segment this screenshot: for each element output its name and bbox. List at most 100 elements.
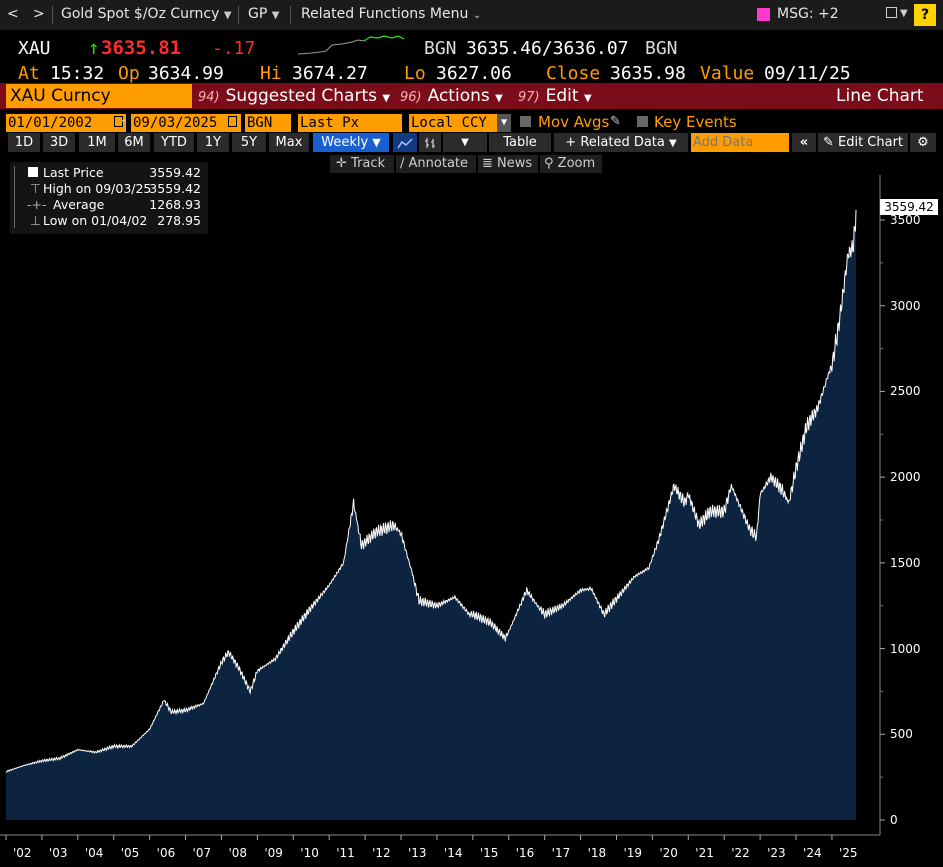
- period-1y[interactable]: 1Y: [197, 133, 229, 152]
- collapse-icon[interactable]: «: [792, 133, 816, 152]
- settings-gear-icon[interactable]: ⚙: [910, 133, 936, 152]
- y-tick-label: 1500: [890, 555, 921, 570]
- source-input[interactable]: BGN: [245, 114, 291, 132]
- x-tick-label: '17: [551, 846, 571, 860]
- close-label: Close: [546, 63, 601, 84]
- period-ytd[interactable]: YTD: [154, 133, 194, 152]
- double-chevron-down-icon: ⌄: [472, 10, 482, 21]
- period-3d[interactable]: 3D: [43, 133, 75, 152]
- average-marker-icon: -+-: [27, 197, 47, 212]
- price-chart[interactable]: [0, 175, 943, 867]
- chevron-down-icon[interactable]: ▼: [900, 8, 908, 19]
- function-dropdown[interactable]: GP ▼: [248, 6, 280, 22]
- chart-legend: Last Price 3559.42 ⊤ High on 09/03/25 35…: [10, 162, 208, 234]
- y-tick-label: 0: [890, 813, 898, 827]
- actions-menu[interactable]: 96) Actions ▼: [400, 86, 503, 106]
- help-button[interactable]: ?: [914, 4, 936, 26]
- x-tick-label: '13: [408, 846, 427, 860]
- period-1m[interactable]: 1M: [79, 133, 115, 152]
- chevron-down-icon: ▼: [382, 93, 391, 104]
- chevron-down-icon: ▼: [372, 136, 381, 149]
- line-chart-icon[interactable]: [393, 133, 417, 152]
- high-value: 3674.27: [292, 63, 368, 84]
- ask-source: BGN: [645, 38, 678, 59]
- period-max[interactable]: Max: [269, 133, 309, 152]
- plus-icon: +: [565, 135, 577, 150]
- function-bar: XAU Curncy 94) Suggested Charts ▼ 96) Acti…: [0, 83, 943, 109]
- x-tick-label: '24: [803, 846, 822, 860]
- ticker: XAU: [18, 38, 51, 59]
- legend-bracket: [14, 166, 21, 228]
- last-price-tag: 3559.42: [880, 199, 938, 215]
- back-icon[interactable]: <: [7, 6, 19, 22]
- bid-ask: 3635.46/3636.07: [466, 38, 629, 59]
- add-data-input[interactable]: [691, 133, 789, 152]
- y-tick-label: 1000: [890, 641, 921, 656]
- price-area: [6, 209, 856, 820]
- frequency-select[interactable]: Weekly ▼: [313, 133, 389, 152]
- last-price: 3635.81: [101, 37, 182, 59]
- legend-high[interactable]: ⊤ High on 09/03/25 3559.42: [30, 181, 201, 196]
- x-tick-label: '18: [587, 846, 607, 860]
- top-nav-bar: < > Gold Spot $/Oz Curncy ▼ GP ▼ Related…: [0, 0, 943, 30]
- chevron-down-icon: ▼: [497, 114, 511, 132]
- start-date-input[interactable]: 01/01/2002: [6, 114, 126, 132]
- at-label: At: [18, 63, 40, 84]
- news-tool[interactable]: ≣ News: [478, 155, 538, 173]
- currency-select[interactable]: Local CCY ▼: [409, 114, 511, 132]
- mov-avgs-label: Mov Avgs: [538, 113, 610, 131]
- x-tick-label: '06: [156, 846, 176, 860]
- annotate-tool[interactable]: ∕ Annotate: [396, 155, 476, 173]
- x-tick-label: '09: [264, 846, 283, 860]
- x-tick-label: '02: [13, 846, 32, 860]
- bar-chart-icon[interactable]: [419, 133, 441, 152]
- y-tick-label: 2500: [890, 384, 921, 399]
- close-value: 3635.98: [610, 63, 686, 84]
- crosshair-icon: ✛: [336, 156, 347, 171]
- period-1d[interactable]: 1D: [8, 133, 40, 152]
- chevron-down-icon: ▼: [271, 10, 280, 21]
- end-date-input[interactable]: 09/03/2025: [131, 114, 241, 132]
- security-dropdown[interactable]: Gold Spot $/Oz Curncy ▼: [61, 6, 232, 22]
- legend-average[interactable]: -+- Average 1268.93: [27, 197, 201, 212]
- chevron-down-icon: ▼: [669, 138, 677, 149]
- legend-last-price[interactable]: Last Price 3559.42: [10, 165, 208, 181]
- calendar-icon[interactable]: [114, 116, 123, 127]
- related-functions-menu[interactable]: Related Functions Menu ⌄: [301, 6, 482, 22]
- chevron-down-icon: ▼: [461, 137, 469, 148]
- msg-indicator[interactable]: MSG: +2: [777, 6, 839, 22]
- key-events-label: Key Events: [654, 113, 737, 131]
- chart-style-dropdown[interactable]: ▼: [443, 133, 487, 152]
- y-tick-label: 3500: [890, 213, 921, 227]
- period-6m[interactable]: 6M: [118, 133, 150, 152]
- edit-menu[interactable]: 97) Edit ▼: [518, 86, 592, 106]
- suggested-charts-menu[interactable]: 94) Suggested Charts ▼: [198, 86, 391, 106]
- forward-icon[interactable]: >: [33, 6, 45, 22]
- related-data-menu[interactable]: + Related Data ▼: [554, 133, 688, 152]
- x-tick-label: '25: [838, 846, 858, 860]
- x-tick-label: '12: [372, 846, 391, 860]
- y-tick-label: 500: [890, 727, 913, 742]
- zoom-tool[interactable]: ⚲ Zoom: [540, 155, 602, 173]
- chevron-down-icon: ▼: [223, 10, 232, 21]
- calendar-icon[interactable]: [228, 116, 237, 127]
- divider: [290, 6, 291, 24]
- table-button[interactable]: Table: [489, 133, 551, 152]
- pencil-icon[interactable]: ✎: [610, 114, 621, 129]
- high-marker-icon: ⊤: [30, 181, 41, 196]
- x-tick-label: '04: [84, 846, 104, 860]
- edit-chart-button[interactable]: ✎ Edit Chart: [818, 133, 908, 152]
- key-events-checkbox[interactable]: [637, 116, 648, 127]
- period-5y[interactable]: 5Y: [232, 133, 266, 152]
- security-field[interactable]: XAU Curncy: [6, 84, 192, 108]
- legend-low[interactable]: ⊥ Low on 01/04/02 278.95: [30, 213, 201, 228]
- field-input[interactable]: Last Px: [298, 114, 402, 132]
- x-tick-label: '23: [767, 846, 786, 860]
- track-tool[interactable]: ✛ Track: [330, 155, 394, 173]
- popout-icon[interactable]: [886, 7, 897, 18]
- envelope-icon[interactable]: [757, 8, 770, 21]
- chart-type-label: Line Chart: [836, 86, 924, 106]
- up-arrow-icon: ↑: [88, 37, 100, 59]
- mov-avgs-checkbox[interactable]: [520, 116, 531, 127]
- quote-time: 15:32: [50, 63, 105, 84]
